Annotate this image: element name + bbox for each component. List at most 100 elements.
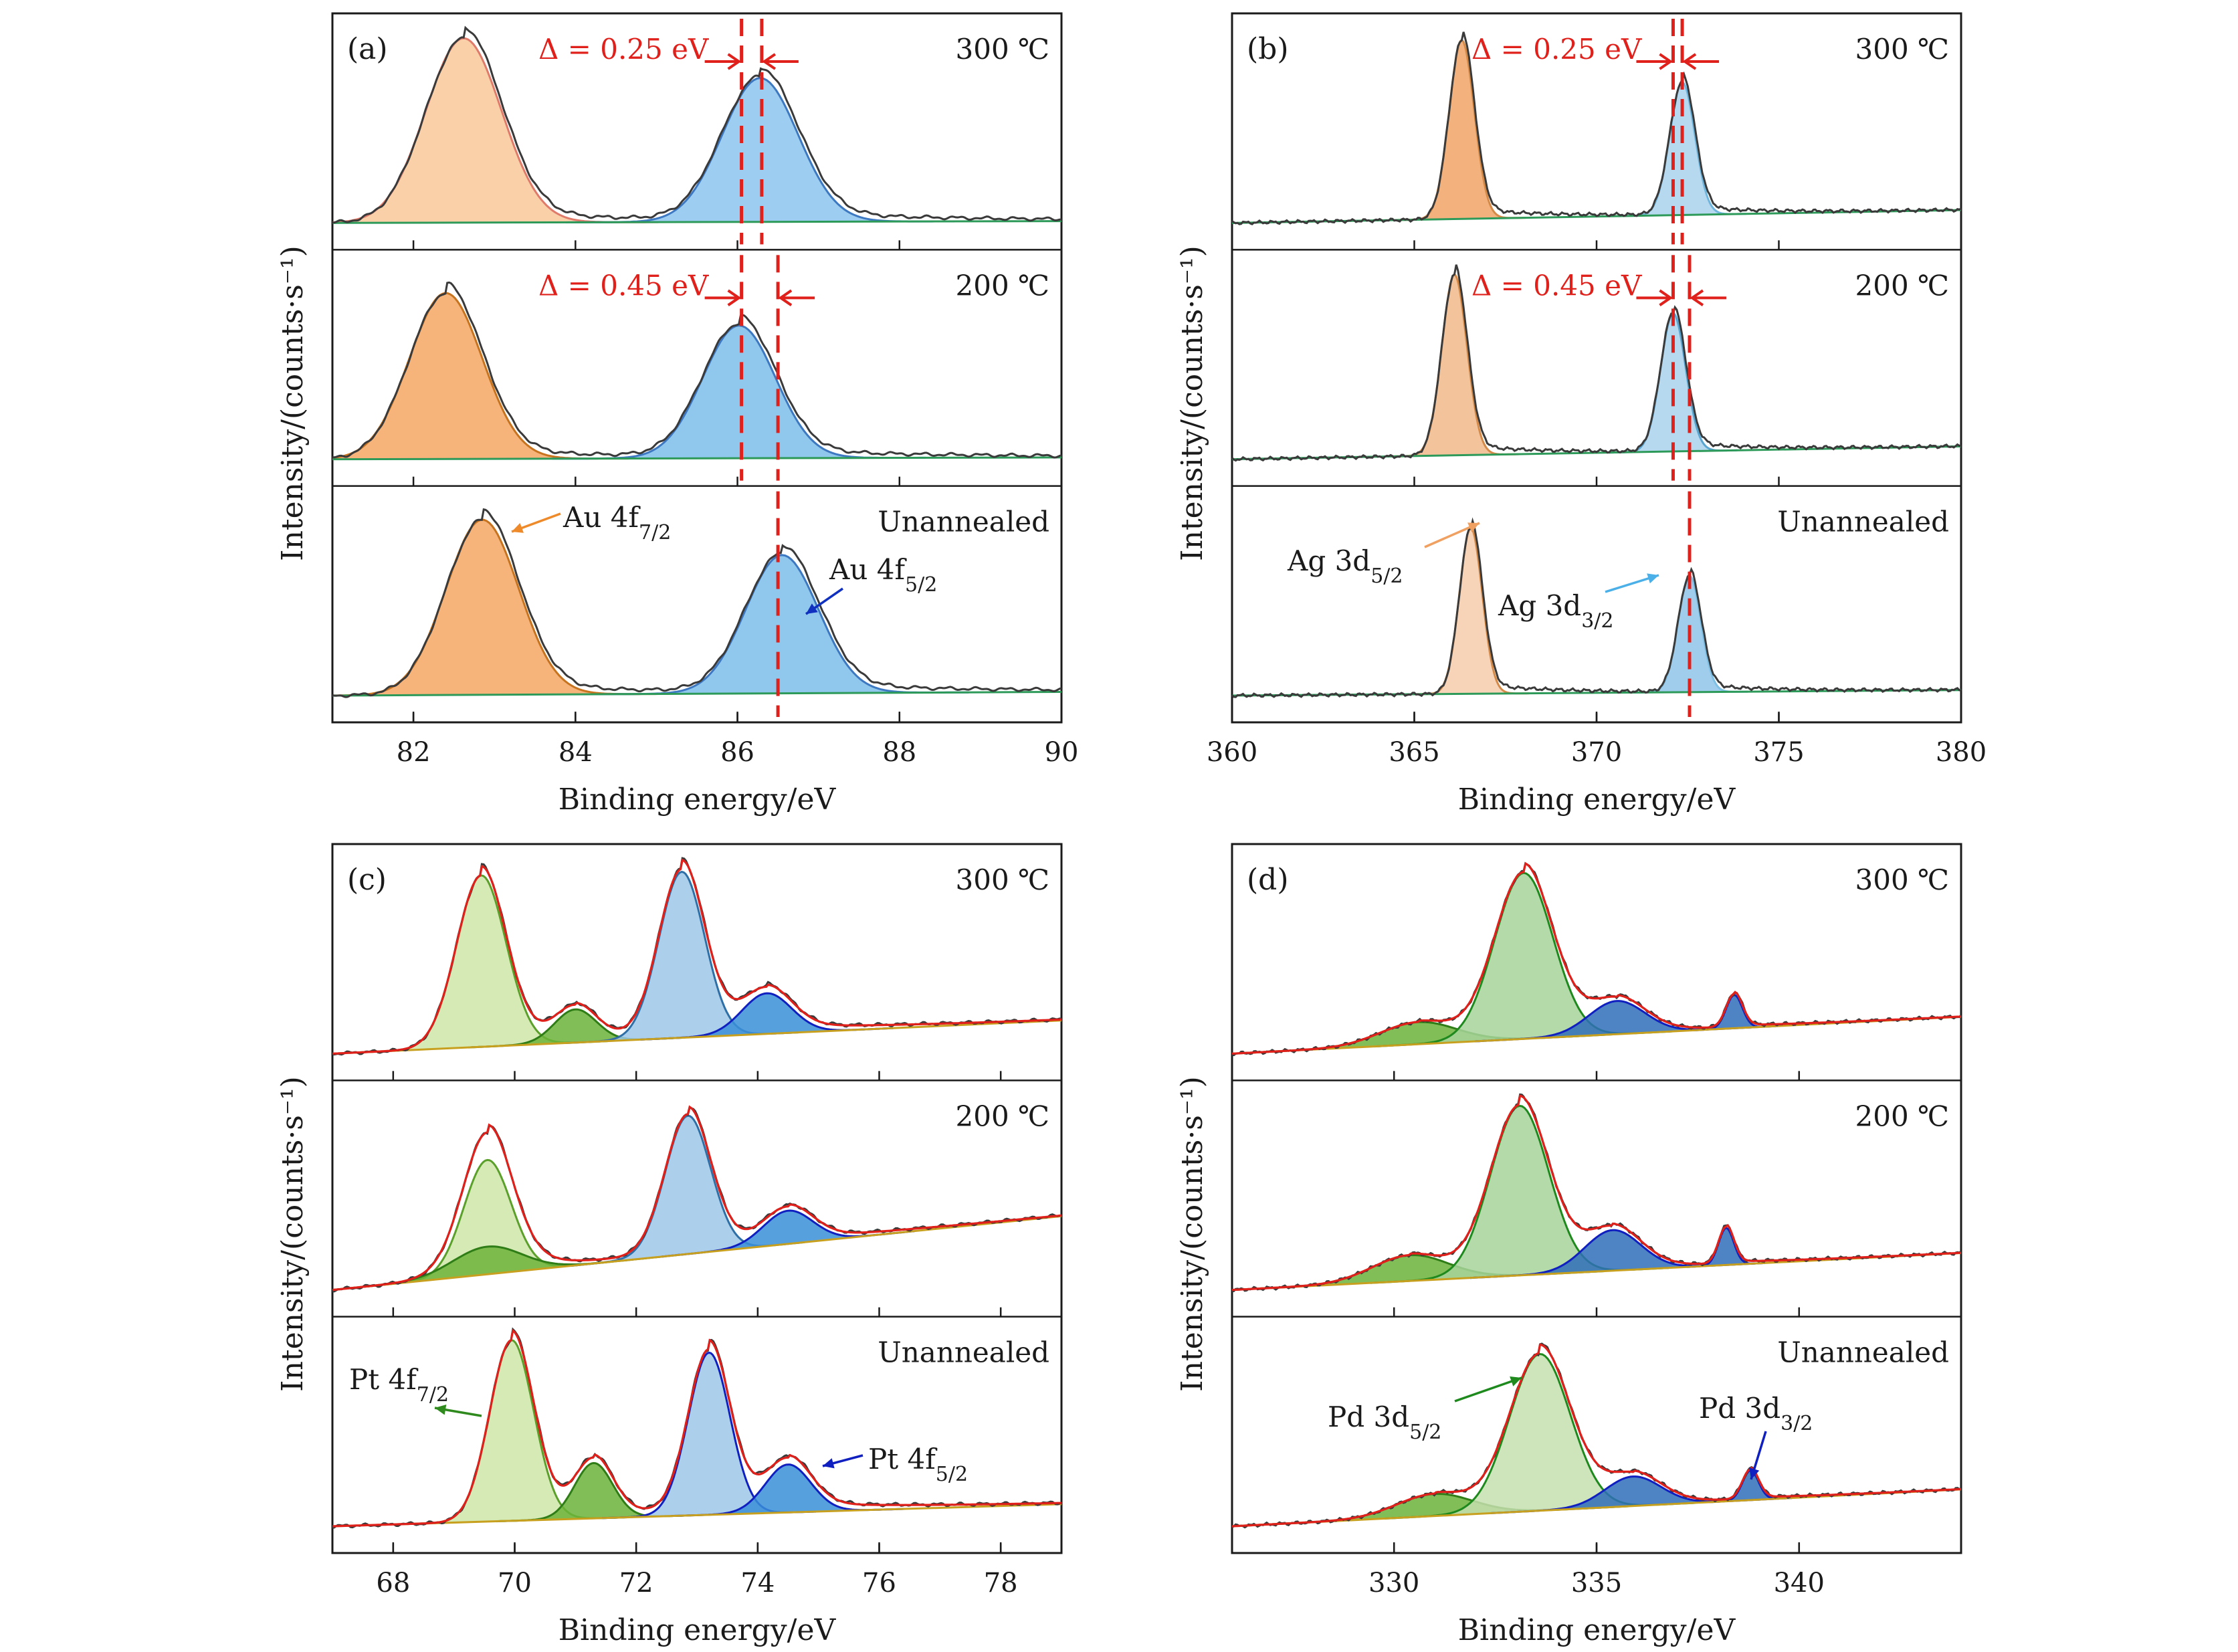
panel-letter: (b) — [1247, 32, 1289, 66]
raw-spectrum-line — [1231, 31, 1962, 225]
baseline — [332, 1215, 1062, 1292]
raw-spectrum-line — [332, 25, 1062, 224]
peak-fill-3 — [1692, 995, 1776, 1031]
fit-envelope-line — [1231, 1343, 1962, 1528]
shift-arrow-right — [762, 53, 799, 70]
panel-c: 300 ℃ 200 ℃ Unannealed Pt 4f7/2 Pt 4f5/2 (c) 6… — [276, 843, 1063, 1647]
peak-annotation: Ag 3d5/2 — [1287, 544, 1403, 588]
peak-fill-2 — [1474, 1001, 1760, 1041]
baseline — [332, 220, 1062, 224]
panel-letter: (a) — [347, 32, 388, 66]
raw-spectrum-line — [332, 508, 1062, 698]
x-tick-label: 70 — [498, 1568, 532, 1598]
shift-arrow-left — [1636, 53, 1673, 70]
panel-letter: (c) — [347, 863, 387, 897]
shift-arrow-right — [1682, 53, 1720, 70]
x-tick-label: 330 — [1368, 1568, 1419, 1598]
condition-label: 200 ℃ — [956, 1100, 1050, 1132]
fit-envelope-line — [332, 1105, 1062, 1292]
x-tick-label: 380 — [1936, 737, 1987, 768]
x-tick-label: 375 — [1753, 737, 1804, 768]
peak-annotation: Pt 4f7/2 — [349, 1363, 449, 1407]
peak-fill-1 — [1370, 1106, 1669, 1283]
subplot-0: 300 ℃ Δ = 0.25 eV — [332, 19, 1063, 250]
subplot-1: 200 ℃ — [1231, 1079, 1962, 1317]
x-tick-label: 335 — [1571, 1568, 1622, 1598]
shift-arrow-left — [704, 53, 742, 70]
x-axis-label: Binding energy/eV — [558, 1613, 837, 1647]
x-tick-label: 365 — [1389, 737, 1439, 768]
x-tick-label: 68 — [376, 1568, 410, 1598]
shift-label: Δ = 0.25 eV — [538, 33, 709, 66]
x-tick-label: 72 — [619, 1568, 653, 1598]
condition-label: Unannealed — [878, 506, 1049, 538]
peak-fill-2 — [571, 1116, 805, 1266]
x-tick-label: 360 — [1207, 737, 1257, 768]
fit-envelope-line — [1231, 861, 1962, 1055]
x-axis-label: Binding energy/eV — [558, 783, 837, 817]
x-axis-label: Binding energy/eV — [1458, 783, 1736, 817]
annotation-arrowhead — [823, 1458, 835, 1469]
shift-label: Δ = 0.45 eV — [538, 269, 709, 302]
x-tick-label: 84 — [558, 737, 593, 768]
condition-label: 200 ℃ — [1855, 269, 1950, 302]
fit-envelope-line — [332, 1328, 1062, 1528]
panel-letter: (d) — [1247, 863, 1289, 897]
annotation-arrow — [1454, 1376, 1522, 1403]
peak-fill-1 — [1618, 82, 1746, 217]
raw-spectrum-line — [332, 281, 1062, 459]
shift-arrow-right — [1690, 289, 1726, 306]
fit-envelope-line — [332, 858, 1062, 1055]
peak-fill-0 — [1232, 1022, 1613, 1054]
peak-fill-1 — [332, 1246, 663, 1290]
x-tick-label: 86 — [720, 737, 754, 768]
peak-fill-3 — [1687, 1228, 1765, 1267]
peak-annotation: Pd 3d5/2 — [1328, 1401, 1441, 1444]
x-tick-label: 76 — [862, 1568, 896, 1598]
baseline — [332, 1019, 1062, 1055]
annotation-arrowhead — [806, 603, 818, 614]
subplot-2: Unannealed Pd 3d5/2 Pd 3d3/2 — [1231, 1316, 1962, 1553]
panel-d: 300 ℃ 200 ℃ Unannealed Pd 3d5/2 Pd 3d3/2 (d) 3… — [1175, 843, 1962, 1647]
shift-label: Δ = 0.25 eV — [1471, 33, 1642, 66]
peak-fill-2 — [1490, 1476, 1776, 1514]
peak-fill-1 — [468, 1009, 683, 1048]
subplot-0: 300 ℃ Δ = 0.25 eV — [1231, 19, 1962, 250]
raw-spectrum-line — [1231, 264, 1962, 462]
shift-arrow-left — [704, 289, 742, 306]
peak-fill-0 — [367, 1160, 608, 1287]
peak-fill-0 — [1390, 274, 1519, 457]
baseline — [332, 456, 1062, 461]
subplot-1: 200 ℃ — [332, 1079, 1062, 1317]
x-tick-label: 74 — [740, 1568, 775, 1598]
peak-fill-1 — [496, 1463, 691, 1522]
x-tick-label: 78 — [984, 1568, 1018, 1598]
annotation-arrowhead — [512, 523, 524, 533]
y-axis-label: Intensity/(counts·s⁻¹) — [1175, 245, 1209, 561]
subplot-0: 300 ℃ — [332, 857, 1062, 1081]
y-axis-label: Intensity/(counts·s⁻¹) — [276, 245, 310, 561]
peak-fill-3 — [640, 993, 894, 1040]
annotation-arrowhead — [1510, 1376, 1522, 1386]
condition-label: Unannealed — [878, 1336, 1049, 1369]
peak-fill-0 — [354, 875, 608, 1053]
y-axis-label: Intensity/(counts·s⁻¹) — [1175, 1076, 1209, 1392]
x-tick-label: 82 — [397, 737, 431, 768]
panel-a: 300 ℃ Δ = 0.25 eV 200 ℃ Δ = 0.45 eV Unanneal… — [276, 12, 1078, 817]
peak-fill-1 — [595, 554, 969, 694]
subplot-2: Unannealed Pt 4f7/2 Pt 4f5/2 — [332, 1316, 1062, 1553]
baseline — [332, 690, 1062, 697]
peak-fill-0 — [1397, 39, 1526, 221]
condition-label: 300 ℃ — [1855, 33, 1950, 66]
condition-label: 200 ℃ — [1855, 1100, 1950, 1132]
panel-frame — [331, 12, 1063, 724]
y-axis-label: Intensity/(counts·s⁻¹) — [276, 1076, 310, 1392]
baseline — [1231, 1488, 1962, 1528]
subplot-2: Unannealed Au 4f7/2 Au 4f5/2 — [332, 485, 1063, 722]
annotation-arrowhead — [1749, 1467, 1760, 1479]
panel-frame — [1231, 843, 1962, 1554]
fit-envelope-line — [1231, 1094, 1962, 1292]
annotation-arrowhead — [1467, 522, 1480, 532]
annotation-arrowhead — [435, 1405, 447, 1415]
